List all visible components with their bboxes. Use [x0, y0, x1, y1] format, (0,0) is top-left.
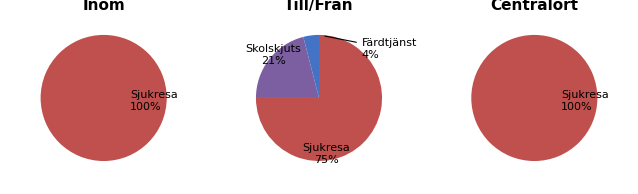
Wedge shape	[41, 35, 167, 161]
Wedge shape	[256, 35, 382, 161]
Title: Inom: Inom	[82, 0, 125, 13]
Text: Sjukresa
75%: Sjukresa 75%	[302, 143, 350, 165]
Text: Sjukresa
100%: Sjukresa 100%	[561, 90, 609, 112]
Title: Till/Från: Till/Från	[284, 0, 354, 13]
Wedge shape	[471, 35, 597, 161]
Wedge shape	[256, 37, 319, 98]
Wedge shape	[303, 35, 319, 98]
Text: Sjukresa
100%: Sjukresa 100%	[130, 90, 178, 112]
Title: Centralort: Centralort	[491, 0, 578, 13]
Text: Färdtjänst
4%: Färdtjänst 4%	[325, 36, 417, 60]
Text: Skolskjuts
21%: Skolskjuts 21%	[246, 44, 302, 66]
